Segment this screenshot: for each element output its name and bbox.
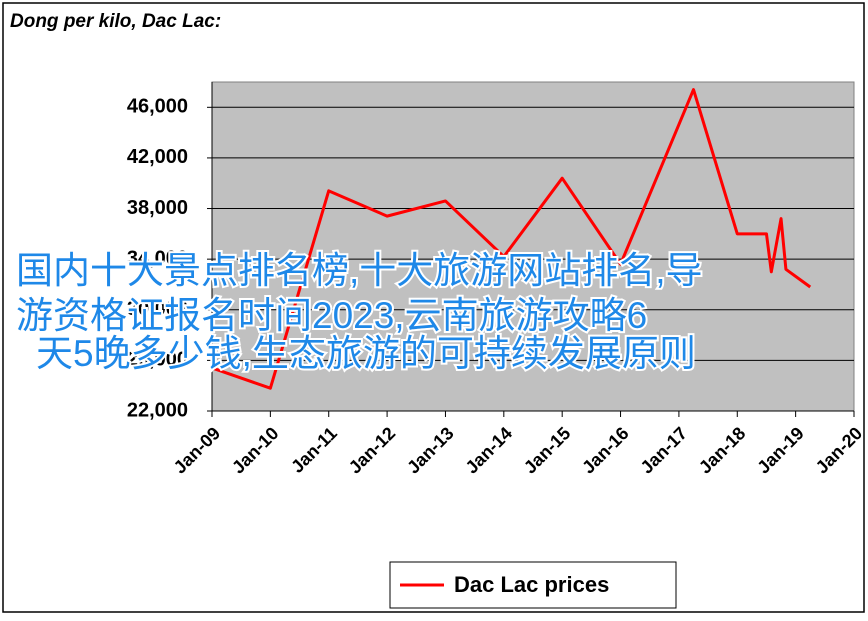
overlay-text: 游资格证报名时间2023,云南旅游攻略6 (16, 295, 647, 336)
y-tick-label: 22,000 (127, 399, 188, 421)
y-tick-label: 26,000 (127, 349, 188, 371)
chart-title: Dong per kilo, Dac Lac: (10, 11, 221, 32)
y-tick-label: 42,000 (127, 146, 188, 168)
overlay-text: 国内十大景点排名榜,十大旅游网站排名,导 (16, 250, 703, 291)
plot-area (211, 81, 855, 412)
overlay-text: 天5晚多少钱,生态旅游的可持续发展原则 (36, 333, 696, 374)
y-tick-label: 30,000 (127, 298, 188, 320)
y-tick-label: 38,000 (127, 197, 188, 219)
y-tick-label: 46,000 (127, 96, 188, 118)
legend-label: Dac Lac prices (454, 572, 609, 597)
data-line (211, 88, 812, 390)
y-tick-label: 34,000 (127, 247, 188, 269)
